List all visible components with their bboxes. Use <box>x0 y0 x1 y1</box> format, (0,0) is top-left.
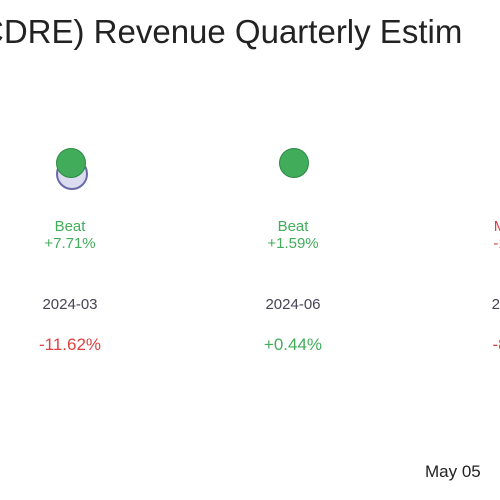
quarter-label: 2024-03 <box>42 296 98 313</box>
quarter-column: Beat +7.71% 2024-03 -11.62% <box>0 140 140 355</box>
change-label: +0.44% <box>263 335 323 354</box>
surprise-label: -1 <box>493 235 500 252</box>
actual-marker <box>56 148 86 178</box>
marker-group <box>430 140 500 196</box>
surprise-label: +7.71% <box>44 235 96 252</box>
change-label: -11.62% <box>38 335 102 354</box>
result-label: M <box>430 218 500 235</box>
footer-date: May 05 <box>425 462 481 481</box>
actual-marker <box>279 148 309 178</box>
change-label: -8 <box>492 335 500 354</box>
quarter-label: 20 <box>491 296 500 313</box>
result-label: Beat <box>54 218 86 235</box>
result-label: Beat <box>277 218 309 235</box>
marker-group <box>0 140 140 196</box>
chart-title: CDRE) Revenue Quarterly Estim <box>0 13 463 50</box>
surprise-label: +1.59% <box>267 235 319 252</box>
quarter-column: M -1 20 -8 <box>430 140 500 355</box>
marker-group <box>223 140 363 196</box>
quarter-column: Beat +1.59% 2024-06 +0.44% <box>223 140 363 355</box>
quarter-label: 2024-06 <box>265 296 321 313</box>
